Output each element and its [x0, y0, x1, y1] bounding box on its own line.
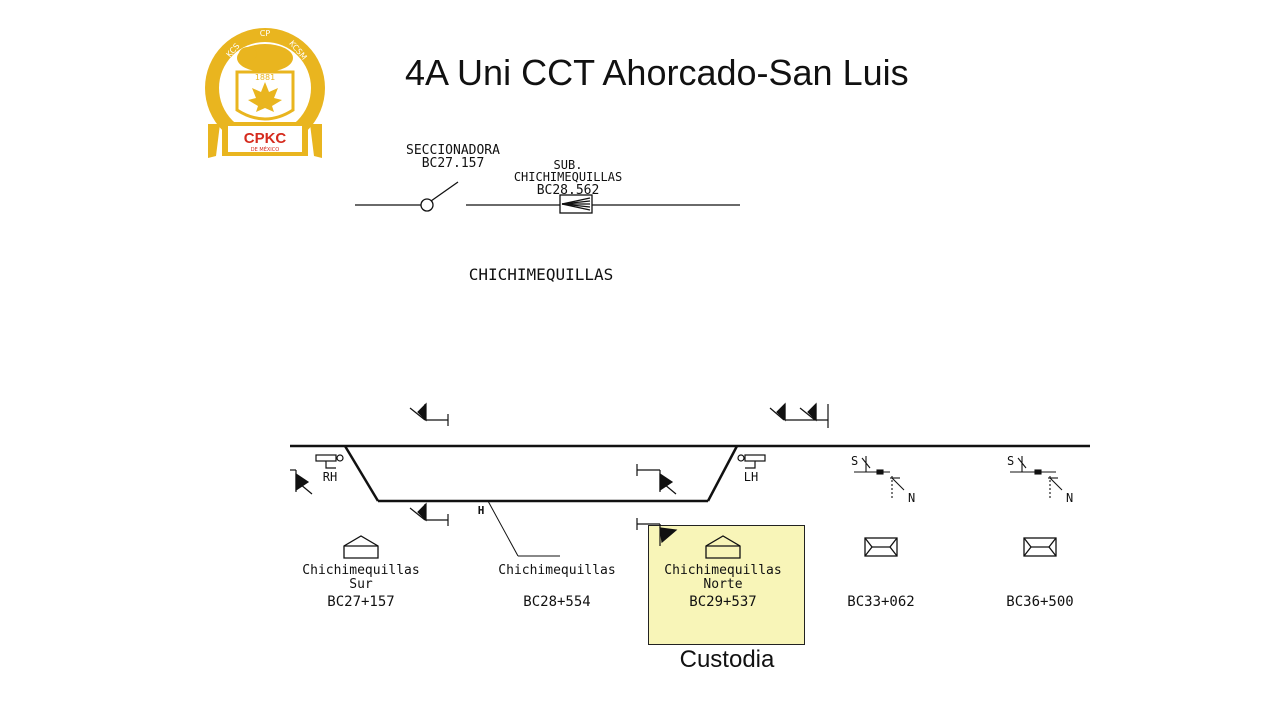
- signal-n-label: N: [908, 491, 915, 505]
- switch-machine-rh-icon: [315, 454, 344, 469]
- logo-brand: CPKC: [244, 130, 287, 147]
- station-sur-name: Chichimequillas: [302, 563, 419, 578]
- substation-km: BC28.562: [537, 183, 600, 198]
- switch-machine-lh-icon: [737, 454, 766, 469]
- signal-icon: [290, 469, 313, 495]
- disconnector-pivot-icon: [420, 198, 434, 212]
- custodia-caption: Custodia: [679, 646, 775, 673]
- siding-marker: H: [478, 504, 485, 517]
- signal-icon: [769, 402, 829, 428]
- sn-signal-group-1: [854, 456, 905, 500]
- station-mid-name: Chichimequillas: [498, 563, 615, 578]
- siding-turnout-right: [706, 445, 739, 502]
- siding-turnout-left: [343, 445, 380, 502]
- signal-icon: [636, 464, 677, 495]
- switch-lh-label: LH: [744, 470, 758, 484]
- signal-s-label: S: [851, 454, 858, 468]
- overhead-schematic: [355, 181, 740, 214]
- station-sur-name2: Sur: [349, 577, 373, 592]
- disconnector-name: SECCIONADORA: [406, 143, 500, 158]
- station-bc33-km: BC33+062: [847, 594, 914, 610]
- station-house-icon: [705, 535, 741, 559]
- track-diagram: [290, 444, 1090, 557]
- substation-line2: CHICHIMEQUILLAS: [514, 170, 622, 184]
- switch-rh-label: RH: [323, 470, 337, 484]
- substation-line1: SUB.: [554, 158, 583, 172]
- disconnector-blade: [430, 181, 459, 202]
- yard-name: CHICHIMEQUILLAS: [469, 265, 614, 284]
- station-house-icon: [343, 535, 379, 559]
- station-bc36-km: BC36+500: [1006, 594, 1073, 610]
- station-sur-km: BC27+157: [327, 594, 394, 610]
- logo-year: 1881: [255, 73, 275, 82]
- cpkc-logo: 1881 KCS CP KCSM CPKC DE MÉXICO: [205, 28, 325, 158]
- custodia-highlight-box: [648, 525, 805, 645]
- slide-title: 4A Uni CCT Ahorcado-San Luis: [405, 52, 909, 93]
- disconnector-km: BC27.157: [422, 156, 485, 171]
- station-norte-km: BC29+537: [689, 594, 756, 610]
- envelope-icon: [1023, 537, 1057, 557]
- envelope-icon: [864, 537, 898, 557]
- signal-icon: [409, 502, 449, 526]
- logo-subtitle: DE MÉXICO: [251, 145, 279, 153]
- signals: [290, 402, 829, 546]
- maple-leaf-icon: [248, 82, 282, 112]
- sn-signal-group-2: [1010, 456, 1063, 500]
- station-mid-km: BC28+554: [523, 594, 590, 610]
- signal-s-label-2: S: [1007, 454, 1014, 468]
- signal-icon: [636, 518, 678, 546]
- signal-n-label-2: N: [1066, 491, 1073, 505]
- logo-arc-center: CP: [260, 29, 271, 38]
- station-norte-name2: Norte: [703, 577, 742, 592]
- station-norte-name: Chichimequillas: [664, 563, 781, 578]
- signal-icon: [409, 402, 449, 426]
